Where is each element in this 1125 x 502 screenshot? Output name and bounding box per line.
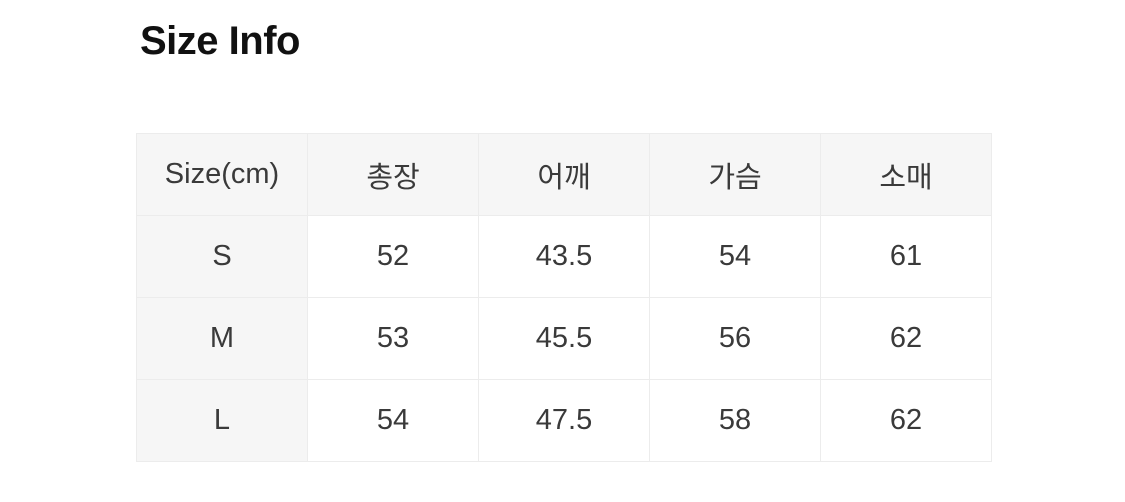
size-table-header-row: Size(cm) 총장 어깨 가슴 소매 bbox=[136, 133, 992, 216]
size-table-row: M 53 45.5 56 62 bbox=[136, 297, 992, 380]
measurement-cell: 62 bbox=[820, 297, 992, 380]
row-size-label: L bbox=[136, 379, 308, 462]
header-cell-measure: 어깨 bbox=[478, 133, 650, 216]
header-cell-size: Size(cm) bbox=[136, 133, 308, 216]
measurement-cell: 58 bbox=[649, 379, 821, 462]
measurement-cell: 53 bbox=[307, 297, 479, 380]
measurement-cell: 47.5 bbox=[478, 379, 650, 462]
header-cell-measure: 총장 bbox=[307, 133, 479, 216]
measurement-cell: 52 bbox=[307, 215, 479, 298]
header-cell-measure: 소매 bbox=[820, 133, 992, 216]
size-table-row: S 52 43.5 54 61 bbox=[136, 215, 992, 298]
size-table-head: Size(cm) 총장 어깨 가슴 소매 bbox=[136, 133, 992, 216]
measurement-cell: 56 bbox=[649, 297, 821, 380]
size-table-row: L 54 47.5 58 62 bbox=[136, 379, 992, 462]
measurement-cell: 45.5 bbox=[478, 297, 650, 380]
row-size-label: S bbox=[136, 215, 308, 298]
measurement-cell: 54 bbox=[649, 215, 821, 298]
row-size-label: M bbox=[136, 297, 308, 380]
size-table: Size(cm) 총장 어깨 가슴 소매 S 52 43.5 54 61 M 53 45.5 56 62 L… bbox=[136, 133, 992, 462]
measurement-cell: 43.5 bbox=[478, 215, 650, 298]
measurement-cell: 54 bbox=[307, 379, 479, 462]
header-cell-measure: 가슴 bbox=[649, 133, 821, 216]
measurement-cell: 62 bbox=[820, 379, 992, 462]
measurement-cell: 61 bbox=[820, 215, 992, 298]
size-info-title: Size Info bbox=[140, 19, 300, 63]
size-table-body: S 52 43.5 54 61 M 53 45.5 56 62 L 54 47.5 58 62 bbox=[136, 215, 992, 462]
